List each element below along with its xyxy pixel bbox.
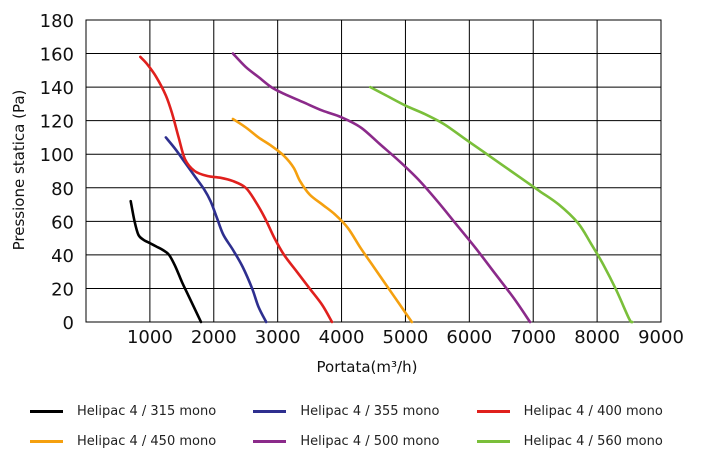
legend-swatch: [30, 439, 63, 443]
legend-swatch: [30, 409, 63, 413]
x-tick-label: 6000: [446, 327, 492, 348]
series-line-1: [129, 199, 203, 324]
legend-item: Helipac 4 / 560 mono: [476, 433, 700, 449]
y-tick-label: 20: [51, 279, 74, 300]
legend-item: Helipac 4 / 315 mono: [30, 404, 253, 419]
series-line-5: [231, 52, 532, 324]
legend-label: Helipac 4 / 560 mono: [523, 433, 663, 449]
x-axis-title: Portata(m³/h): [317, 358, 418, 376]
plot-frame: [85, 19, 662, 323]
legend-item: Helipac 4 / 400 mono: [476, 403, 700, 419]
chart-grid: [85, 19, 662, 323]
x-tick-label: 9000: [638, 327, 684, 348]
x-tick-label: 7000: [510, 327, 556, 348]
y-tick-label: 40: [51, 246, 74, 267]
legend-item: Helipac 4 / 450 mono: [30, 434, 253, 449]
legend-swatch: [253, 409, 287, 413]
y-tick-label: 60: [51, 212, 74, 233]
x-tick-label: 8000: [574, 327, 620, 348]
series-line-2: [164, 136, 268, 324]
legend-label: Helipac 4 / 355 mono: [300, 403, 440, 419]
legend-row: Helipac 4 / 315 mono Helipac 4 / 355 mon…: [30, 396, 700, 426]
series-line-6: [369, 85, 634, 324]
y-tick-label: 120: [40, 112, 74, 133]
y-tick-label: 80: [51, 179, 74, 200]
y-axis-title: Pressione statica (Pa): [10, 90, 28, 251]
legend-item: Helipac 4 / 355 mono: [253, 404, 476, 419]
y-tick-label: 180: [40, 11, 74, 32]
x-tick-label: 3000: [255, 327, 301, 348]
legend-label: Helipac 4 / 500 mono: [300, 433, 440, 449]
y-tick-label: 160: [40, 45, 74, 66]
legend-label: Helipac 4 / 450 mono: [77, 433, 217, 449]
legend-row: Helipac 4 / 450 mono Helipac 4 / 500 mon…: [30, 426, 700, 456]
x-tick-label: 2000: [191, 327, 237, 348]
series-line-3: [139, 55, 334, 324]
x-tick-label: 4000: [319, 327, 365, 348]
legend-swatch: [476, 439, 510, 443]
legend-label: Helipac 4 / 400 mono: [523, 403, 663, 419]
y-tick-label: 100: [40, 145, 74, 166]
legend-label: Helipac 4 / 315 mono: [77, 403, 217, 419]
y-tick-label: 140: [40, 78, 74, 99]
legend-swatch: [253, 439, 287, 443]
x-tick-label: 5000: [383, 327, 429, 348]
legend-item: Helipac 4 / 500 mono: [253, 434, 476, 449]
x-tick-label: 1000: [127, 327, 173, 348]
legend-swatch: [476, 409, 510, 413]
chart-series-layer: [129, 52, 634, 324]
chart-legend: Helipac 4 / 315 mono Helipac 4 / 355 mon…: [30, 396, 700, 456]
chart-tick-labels: 1000 2000 3000 4000 5000 6000 7000 8000 9000 0 20 4…: [40, 11, 684, 348]
y-tick-label: 0: [63, 313, 74, 334]
series-line-4: [231, 117, 414, 324]
chart-canvas: 1000 2000 3000 4000 5000 6000 7000 8000 9000 0 20 4…: [10, 11, 684, 376]
